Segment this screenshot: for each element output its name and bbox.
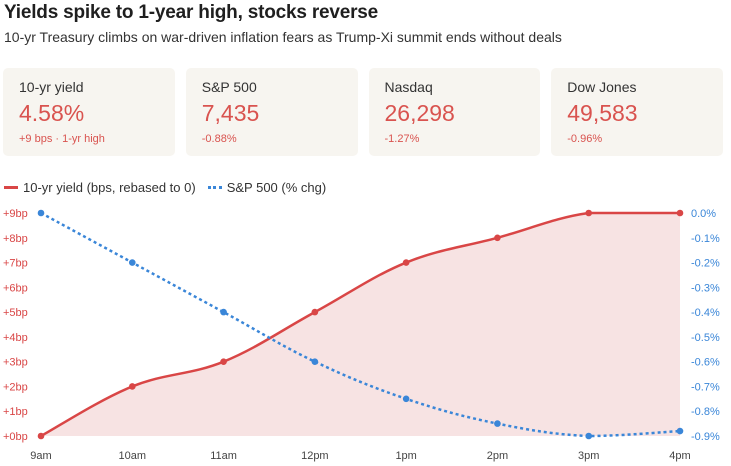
legend-item-yield: 10-yr yield (bps, rebased to 0)	[4, 180, 196, 195]
chart-legend: 10-yr yield (bps, rebased to 0) S&P 500 …	[4, 180, 338, 195]
left-axis-tick-label: +6bp	[3, 282, 28, 294]
x-axis-tick-label: 10am	[119, 450, 147, 462]
yield-data-point	[402, 259, 410, 266]
right-axis-tick-label: -0.3%	[691, 282, 720, 294]
legend-swatch-solid	[4, 186, 18, 189]
sp500-data-point	[402, 395, 410, 403]
right-axis-tick-label: -0.4%	[691, 307, 720, 319]
legend-label: S&P 500 (% chg)	[226, 180, 327, 195]
right-axis-tick-label: 0.0%	[691, 208, 716, 220]
yield-data-point	[128, 383, 136, 390]
sp500-data-point	[311, 358, 319, 365]
sp500-data-point	[494, 420, 501, 427]
x-axis-tick-label: 3pm	[578, 450, 599, 462]
left-axis-tick-label: +5bp	[3, 307, 28, 319]
x-axis-tick-label: 9am	[30, 450, 51, 462]
legend-swatch-dotted	[207, 186, 222, 189]
stat-card-dow-jones: Dow Jones 49,583 -0.96%	[551, 68, 723, 156]
stat-card-label: Dow Jones	[567, 79, 637, 95]
stat-cards: 10-yr yield 4.58% +9 bps · 1-yr high S&P…	[3, 68, 723, 156]
stat-card-value: 26,298	[384, 100, 455, 126]
left-axis-tick-label: +9bp	[3, 208, 28, 220]
sp500-data-point	[585, 432, 593, 440]
sp500-data-point	[128, 259, 136, 266]
yield-data-point	[311, 308, 319, 316]
stat-card-change: -0.96%	[567, 133, 603, 145]
chart-title: Yields spike to 1-year high, stocks reve…	[4, 2, 379, 23]
stat-card-value: 49,583	[567, 100, 638, 126]
right-axis-tick-label: -0.5%	[691, 332, 720, 344]
x-axis-tick-label: 1pm	[395, 450, 416, 462]
yield-area-fill	[41, 213, 680, 436]
x-axis-tick-label: 11am	[210, 450, 237, 462]
stat-card-change: -0.88%	[201, 133, 237, 145]
yield-data-point	[585, 209, 593, 217]
stat-card-change: -1.27%	[384, 133, 420, 145]
sp500-data-point	[676, 427, 684, 435]
x-axis-tick-label: 12pm	[301, 450, 329, 462]
right-axis-tick-label: -0.2%	[691, 258, 720, 270]
sp500-series-line	[40, 211, 681, 438]
right-axis-tick-label: -0.1%	[691, 233, 720, 245]
left-axis-tick-label: +0bp	[3, 431, 28, 443]
legend-label: 10-yr yield (bps, rebased to 0)	[23, 180, 196, 195]
stat-card-label: S&P 500	[201, 79, 257, 95]
left-axis-tick-label: +7bp	[3, 258, 28, 270]
x-axis-tick-label: 2pm	[487, 450, 508, 462]
left-axis-tick-label: +2bp	[3, 381, 28, 393]
yield-data-point	[220, 358, 227, 365]
stat-card-value: 4.58%	[19, 100, 85, 126]
chart-subtitle: 10-yr Treasury climbs on war-driven infl…	[4, 29, 562, 45]
stat-card-nasdaq: Nasdaq 26,298 -1.27%	[368, 68, 541, 156]
yield-data-point	[676, 209, 684, 217]
yield-series-line	[40, 211, 680, 438]
stat-card-change: +9 bps · 1-yr high	[19, 133, 105, 145]
left-axis-tick-label: +1bp	[3, 406, 28, 418]
sp500-data-point	[37, 209, 45, 217]
stat-card-label: Nasdaq	[384, 79, 433, 95]
stat-card-value: 7,435	[201, 100, 260, 126]
left-axis-tick-label: +4bp	[3, 332, 28, 344]
right-axis-tick-label: -0.6%	[691, 357, 720, 369]
line-chart: +0bp +1bp +2bp +3bp +4bp +5bp +6bp +7bp +8bp +9bp…	[3, 208, 720, 462]
yield-data-point	[37, 432, 45, 440]
stat-card-sp500: S&P 500 7,435 -0.88%	[185, 68, 358, 156]
stat-card-label: 10-yr yield	[19, 79, 84, 95]
stat-card-10yr-yield: 10-yr yield 4.58% +9 bps · 1-yr high	[3, 68, 175, 156]
right-axis-tick-label: -0.7%	[691, 381, 720, 393]
left-axis-tick-label: +8bp	[3, 233, 28, 245]
x-axis-tick-label: 4pm	[669, 450, 690, 462]
yield-data-point	[494, 234, 501, 242]
right-axis-tick-label: -0.8%	[691, 406, 720, 418]
sp500-data-point	[220, 308, 227, 316]
legend-item-sp500: S&P 500 (% chg)	[207, 180, 327, 195]
right-axis-tick-label: -0.9%	[691, 431, 720, 443]
left-axis-tick-label: +3bp	[3, 357, 28, 369]
